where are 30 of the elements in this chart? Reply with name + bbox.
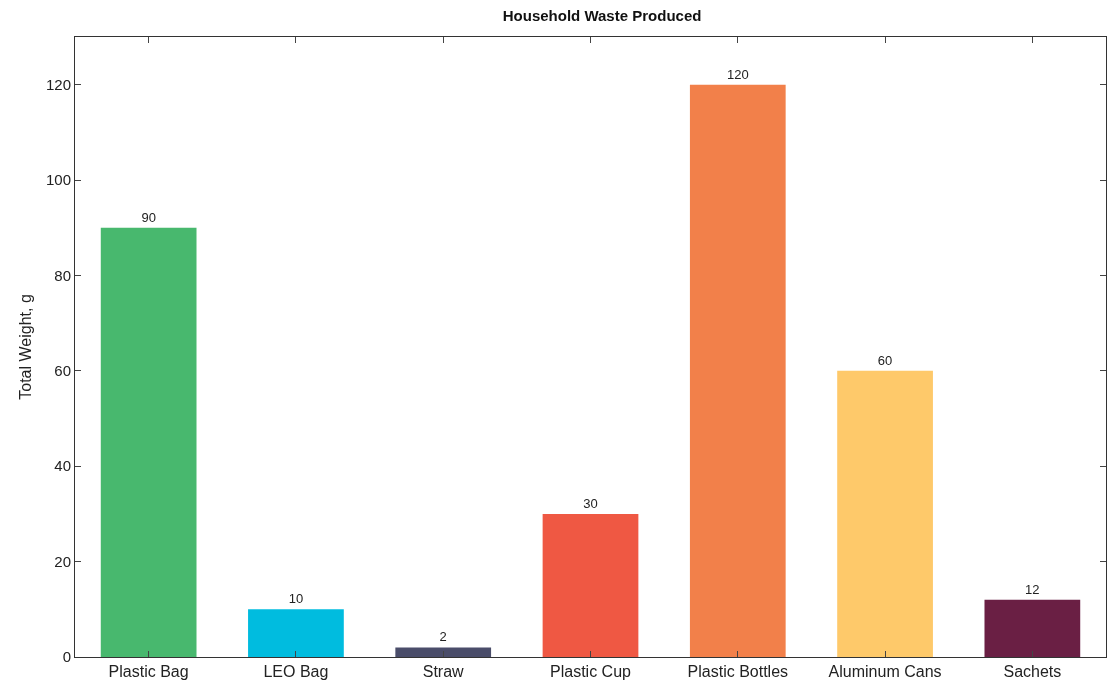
y-tick-label: 60 [54,362,71,380]
y-tick-label: 100 [45,171,71,189]
x-tick-label: Plastic Bottles [687,663,789,681]
x-tick-label: LEO Bag [263,663,329,681]
x-tick-label: Sachets [1003,663,1062,681]
data-label: 12 [1025,581,1040,597]
bar [837,370,933,657]
bar [248,609,344,657]
data-label: 60 [877,352,893,368]
x-tick-label: Plastic Bag [108,663,189,681]
x-tick-label: Straw [422,663,465,681]
bar [542,513,639,657]
x-tick-label: Aluminum Cans [828,663,942,681]
y-tick-label: 40 [54,457,71,475]
data-label: 30 [583,495,598,511]
chart-title: Household Waste Produced [502,6,702,24]
bar [395,647,492,657]
y-tick-label: 120 [45,75,71,93]
data-label: 2 [439,629,447,645]
bar [100,227,197,657]
y-tick-label: 0 [62,648,71,666]
data-label: 120 [726,66,749,82]
data-label: 90 [141,209,156,225]
bar [984,599,1081,657]
y-tick-label: 20 [54,552,71,570]
bar [689,84,786,657]
y-tick-label: 80 [54,266,71,284]
data-label: 10 [288,591,304,607]
x-tick-label: Plastic Cup [550,663,632,681]
y-axis-title: Total Weight, g [16,294,34,400]
